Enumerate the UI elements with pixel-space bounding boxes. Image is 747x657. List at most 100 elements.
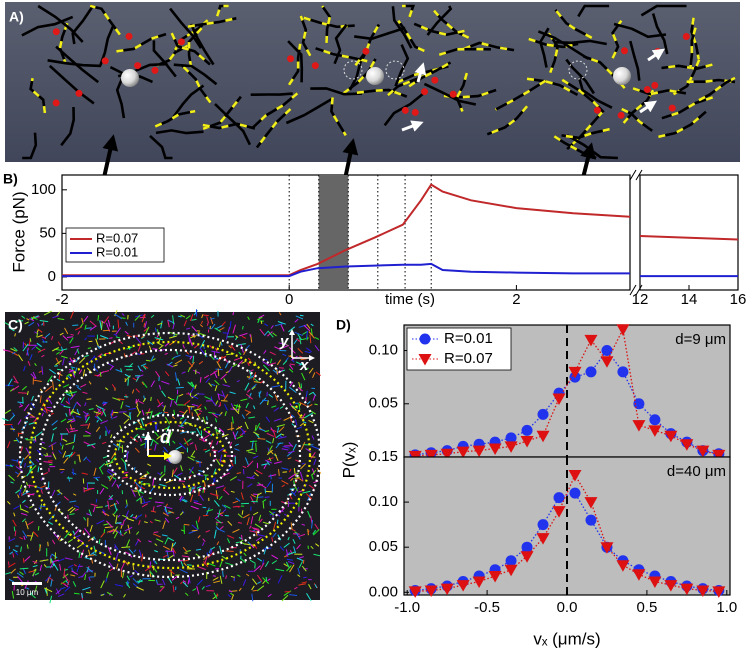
- track: [123, 559, 129, 566]
- track: [16, 572, 24, 578]
- track: [281, 467, 289, 470]
- track: [76, 563, 81, 573]
- track: [214, 385, 218, 392]
- track: [245, 393, 253, 400]
- track: [299, 556, 304, 559]
- track: [97, 353, 103, 358]
- marker: [552, 393, 566, 405]
- track: [149, 410, 153, 420]
- y-tick-label: 0.05: [369, 538, 398, 555]
- track: [304, 367, 309, 371]
- track: [43, 564, 47, 568]
- track: [214, 379, 220, 386]
- track: [80, 424, 89, 426]
- track: [192, 355, 195, 364]
- track: [278, 436, 287, 439]
- track: [211, 350, 220, 354]
- track: [294, 486, 299, 492]
- track: [183, 523, 190, 526]
- track: [298, 402, 301, 410]
- track: [291, 423, 295, 427]
- node: [311, 62, 319, 70]
- legend-label: R=0.01: [444, 330, 493, 347]
- track: [95, 407, 102, 415]
- x-tick-label: -2: [55, 291, 68, 308]
- track: [119, 446, 124, 449]
- track: [209, 493, 219, 497]
- track: [217, 509, 221, 518]
- marker: [552, 506, 566, 518]
- track: [68, 451, 73, 458]
- legend-label: R=0.01: [96, 244, 138, 259]
- track: [12, 385, 20, 391]
- track: [130, 514, 134, 518]
- y-tick-label: 0.00: [369, 583, 398, 600]
- track: [246, 448, 254, 452]
- track: [308, 331, 315, 339]
- track: [121, 312, 125, 316]
- track: [186, 405, 190, 408]
- track: [211, 400, 217, 407]
- track: [8, 578, 15, 583]
- track: [119, 425, 122, 430]
- track: [22, 530, 28, 539]
- track: [288, 473, 296, 480]
- track: [227, 326, 231, 333]
- track: [227, 535, 235, 539]
- marker: [584, 497, 598, 509]
- track: [310, 328, 313, 336]
- filament: [116, 32, 167, 53]
- track: [173, 409, 176, 416]
- track: [102, 403, 107, 406]
- track: [288, 368, 294, 373]
- crosslinker: [287, 43, 302, 86]
- track: [144, 321, 147, 329]
- track: [163, 411, 169, 414]
- track: [72, 372, 75, 378]
- track: [39, 559, 49, 562]
- track: [256, 492, 262, 496]
- marker: [505, 432, 517, 444]
- track: [280, 324, 285, 332]
- track: [203, 314, 209, 317]
- track: [246, 573, 250, 577]
- track: [299, 314, 304, 317]
- track: [182, 546, 188, 552]
- track: [260, 380, 264, 384]
- strain-arrow: [414, 62, 427, 83]
- track: [259, 328, 266, 336]
- track: [122, 514, 129, 519]
- track: [221, 390, 226, 398]
- track: [2, 418, 9, 422]
- filament: [48, 64, 95, 105]
- track: [244, 409, 252, 414]
- track: [70, 429, 78, 433]
- track: [220, 342, 223, 346]
- track: [102, 441, 107, 445]
- track: [86, 458, 91, 463]
- track: [285, 551, 291, 556]
- track: [44, 385, 53, 392]
- track: [71, 445, 75, 450]
- filament: [173, 63, 218, 86]
- track: [167, 433, 170, 437]
- track: [109, 503, 117, 507]
- track: [7, 378, 13, 387]
- track: [270, 428, 277, 433]
- marker: [696, 445, 710, 458]
- track: [24, 505, 29, 509]
- crosslinker: [486, 105, 529, 136]
- track: [258, 314, 265, 319]
- track: [129, 412, 132, 420]
- filament: [285, 97, 333, 125]
- track: [214, 515, 219, 520]
- track: [152, 559, 156, 564]
- track: [271, 560, 278, 565]
- track: [188, 576, 191, 584]
- track: [311, 435, 315, 440]
- track: [183, 559, 190, 562]
- track: [162, 405, 166, 412]
- track: [48, 398, 53, 405]
- track: [294, 476, 300, 480]
- track: [181, 555, 189, 558]
